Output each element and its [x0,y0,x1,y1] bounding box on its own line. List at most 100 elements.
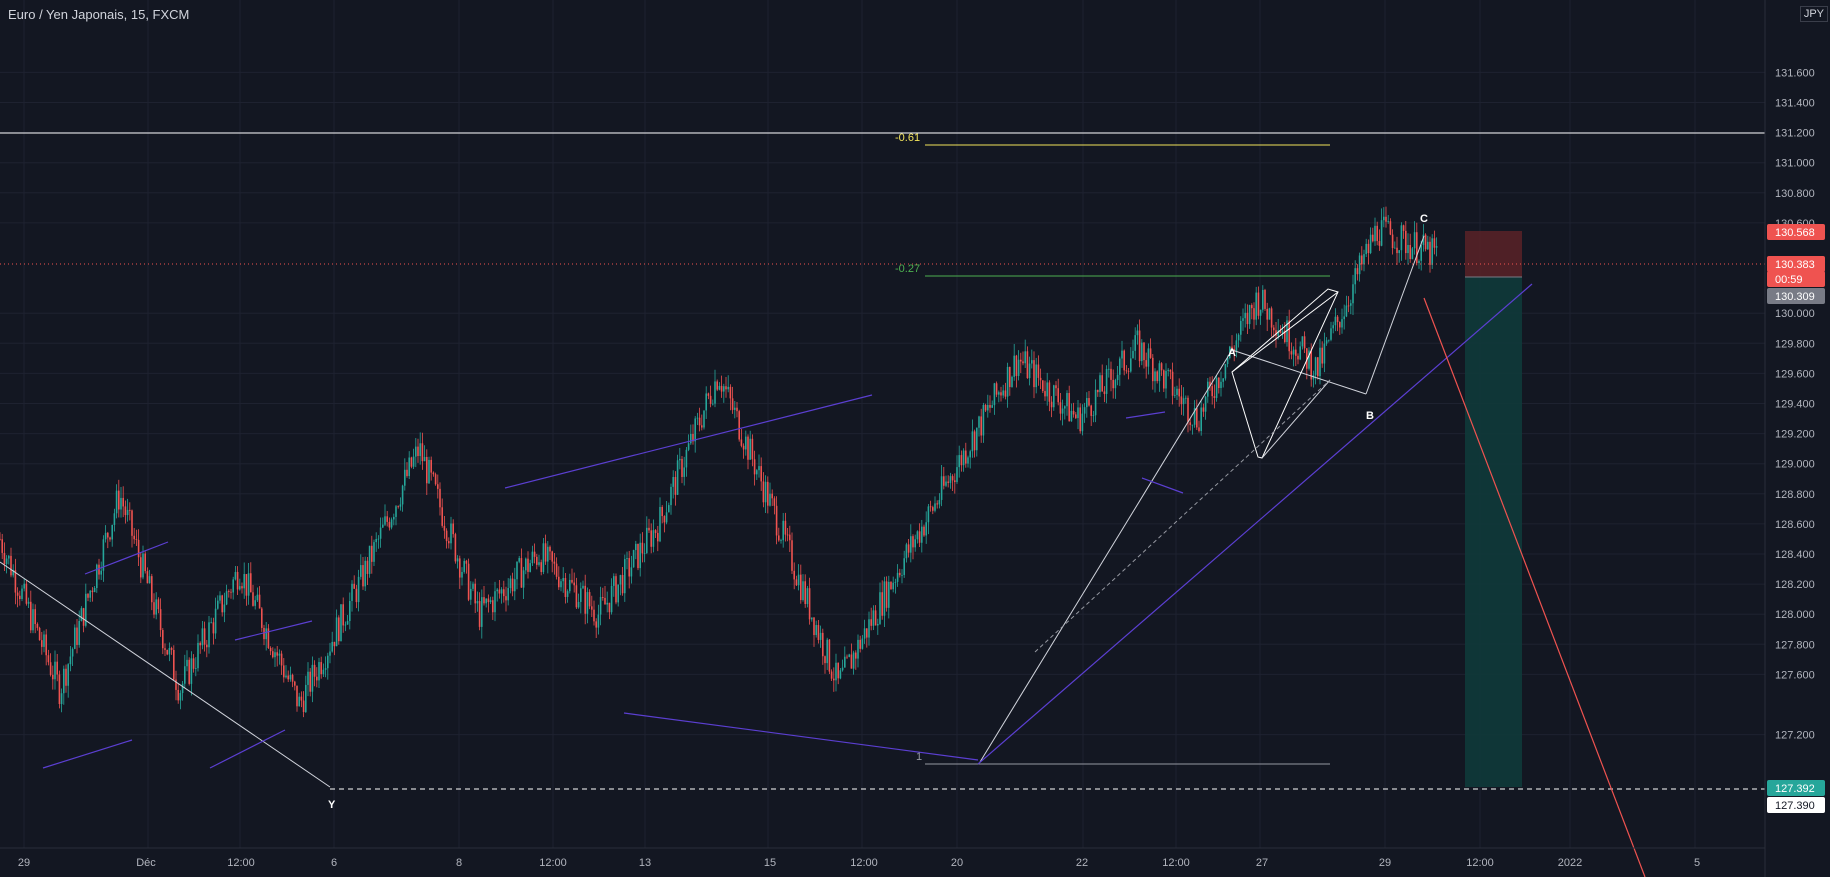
candle-body [214,608,217,634]
price-tick-label: 128.400 [1775,549,1815,561]
candle-body [551,551,553,562]
candle-body [1365,243,1367,255]
candle-body [25,583,28,604]
candle-body [1182,398,1185,405]
candle-body [1028,363,1031,379]
candle-body [146,571,149,584]
candle-body [0,538,1,540]
candle-body [707,393,710,396]
candle-body [1420,244,1422,261]
fib-label-027: -0.27 [895,263,920,275]
candle-body [316,676,318,681]
candle-body [203,628,206,645]
candle-body [797,574,800,586]
candle-body [212,622,215,634]
candle-body [63,668,65,694]
candle-body [1255,292,1257,320]
candle-body [1136,330,1139,336]
candle-body [1429,241,1431,265]
candle-body [74,627,76,649]
candle-body [445,530,448,542]
candle-body [1083,407,1086,414]
candle-body [289,674,292,680]
white-trendlines[interactable] [0,235,1425,788]
candle-body [767,481,769,506]
candle-body [619,575,622,585]
candle-body [606,602,608,605]
fib-label-1: 1 [916,751,922,763]
currency-badge[interactable]: JPY [1799,6,1828,22]
candle-body [991,405,993,408]
candle-body [12,570,14,576]
candle-body [833,678,835,681]
price-tick-label: 128.800 [1775,489,1815,501]
candle-body [729,386,732,399]
wave-structures[interactable] [42,283,1533,769]
candle-body [351,583,353,601]
candle-body [423,456,426,462]
candle-body [1213,396,1216,398]
candle-body [586,592,589,614]
time-tick-label: 12:00 [539,857,567,869]
candle-body [1165,370,1167,389]
candle-body [401,485,404,505]
candle-body [978,416,980,428]
candle-body [1411,248,1414,260]
candle-body [415,446,417,457]
candle-body [102,539,105,571]
candle-body [564,578,567,597]
candle-body [300,696,303,701]
time-axis[interactable]: 29 Déc 12:00 6 8 12:00 13 15 12:00 20 22 12:00 27 29 1… [0,847,1765,869]
candle-body [1070,410,1073,422]
candle-body [384,516,386,525]
candle-body [584,585,586,614]
candle-body [481,597,483,627]
price-tag: 130.383 [1767,256,1825,272]
candle-body [364,560,366,587]
candle-body [239,586,241,590]
candle-body [441,507,443,526]
candle-body [1031,360,1033,364]
candle-body [520,558,523,588]
candle-body [432,472,435,475]
candle-body [881,592,883,616]
candle-body [593,609,595,622]
candle-body [443,525,446,531]
candle-body [34,609,36,625]
projection-line[interactable] [1423,297,1646,877]
stop-loss-zone[interactable] [1465,231,1522,277]
candle-body [1242,318,1244,321]
candle-body [1352,284,1354,304]
candle-body [569,579,571,592]
price-axis[interactable]: 131.600131.400131.200131.000130.800130.6… [1764,0,1825,877]
candle-body [492,600,494,613]
candle-body [602,597,604,598]
candle-body [815,625,817,636]
candle-body [789,534,791,541]
candle-body [265,628,267,640]
candle-body [804,581,806,605]
white-channel-a-to-c [1231,291,1339,373]
candle-body [670,486,672,506]
time-tick-label: 22 [1076,857,1088,869]
candle-body [630,567,633,577]
price-tag: 127.392 [1767,780,1825,796]
candle-body [60,693,63,705]
candle-body [703,410,705,428]
candle-body [621,575,624,594]
candle-body [1110,368,1112,380]
candle-body [278,653,281,656]
candle-body [1035,364,1037,388]
candle-body [342,604,344,626]
candle-body [1336,316,1339,323]
candle-body [921,526,923,543]
candle-body [1171,371,1174,396]
candle-body [52,674,54,680]
candle-body [760,466,762,482]
candle-body [1405,230,1407,254]
candle-body [377,538,380,540]
take-profit-zone[interactable] [1465,277,1522,787]
candle-body [929,506,932,508]
candle-body [461,571,463,578]
